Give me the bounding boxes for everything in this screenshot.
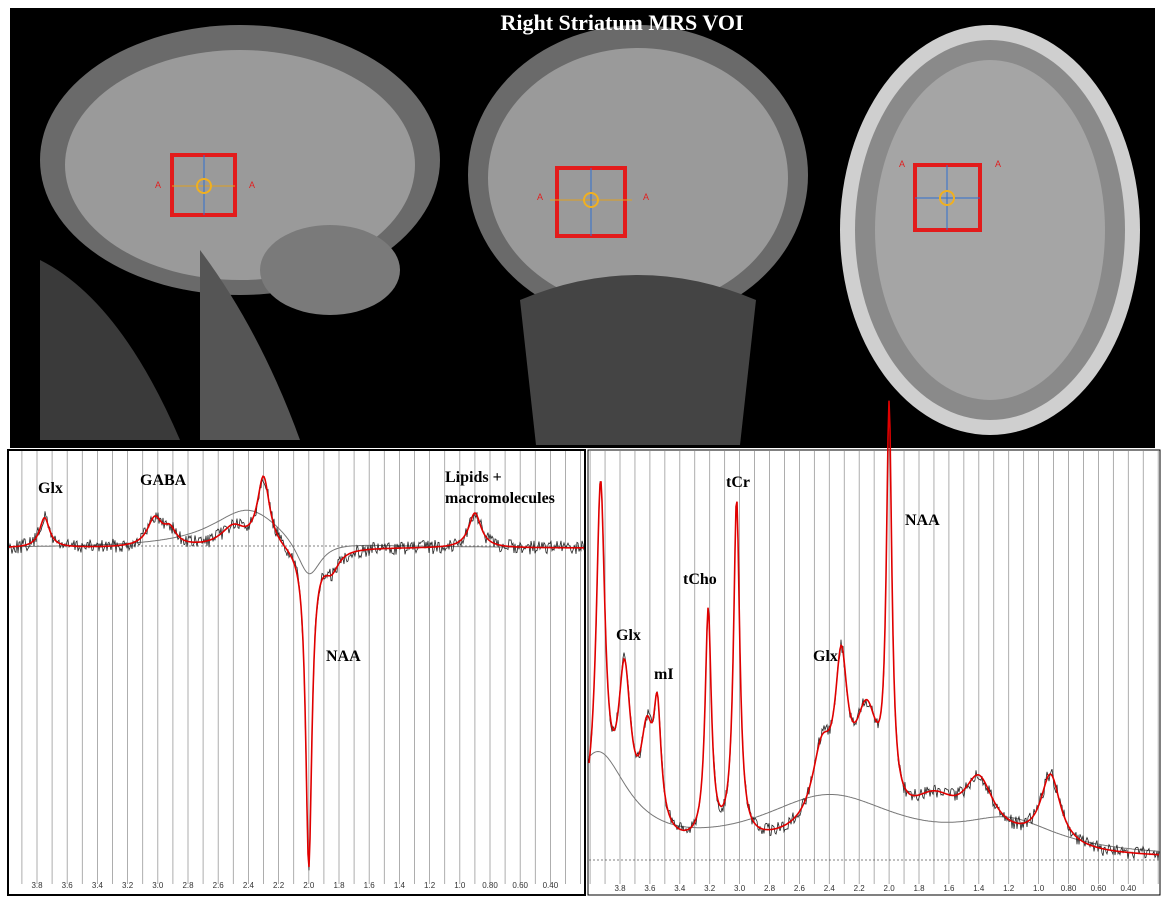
voi-marker: A	[643, 192, 649, 202]
axial-image	[840, 25, 1140, 435]
x-tick-label: 1.2	[424, 881, 436, 890]
x-tick-label: 3.8	[31, 881, 43, 890]
peak-label: NAA	[326, 648, 361, 665]
x-tick-label: 3.2	[704, 884, 716, 893]
x-tick-label: 3.6	[62, 881, 74, 890]
x-tick-label: 2.2	[854, 884, 866, 893]
x-tick-label: 1.4	[394, 881, 406, 890]
x-tick-label: 1.6	[943, 884, 955, 893]
x-tick-label: 3.0	[152, 881, 164, 890]
x-tick-label: 2.6	[213, 881, 225, 890]
x-tick-label: 1.6	[364, 881, 376, 890]
x-tick-label: 2.8	[182, 881, 194, 890]
peak-label: NAA	[905, 512, 940, 529]
peak-label: tCr	[726, 474, 750, 491]
x-tick-label: 0.40	[543, 881, 559, 890]
x-tick-label: 0.60	[1091, 884, 1107, 893]
peak-label: Lipids +	[445, 469, 502, 486]
x-tick-label: 1.8	[333, 881, 345, 890]
x-tick-label: 0.60	[512, 881, 528, 890]
x-tick-label: 2.4	[824, 884, 836, 893]
x-tick-label: 2.0	[884, 884, 896, 893]
x-tick-label: 2.8	[764, 884, 776, 893]
x-tick-label: 2.6	[794, 884, 806, 893]
x-tick-label: 1.0	[1033, 884, 1045, 893]
voi-marker: A	[249, 180, 255, 190]
x-tick-label: 1.4	[973, 884, 985, 893]
x-tick-label: 2.2	[273, 881, 285, 890]
voi-marker: A	[995, 159, 1001, 169]
peak-label: GABA	[140, 472, 187, 489]
x-tick-label: 3.4	[674, 884, 686, 893]
x-tick-label: 0.80	[482, 881, 498, 890]
x-tick-label: 2.0	[303, 881, 315, 890]
voi-marker: A	[537, 192, 543, 202]
peak-label: tCho	[683, 571, 717, 588]
x-tick-label: 0.80	[1061, 884, 1077, 893]
peak-label: Glx	[813, 648, 838, 665]
peak-label: macromolecules	[445, 490, 555, 507]
peak-label: Glx	[616, 627, 641, 644]
x-tick-label: 0.40	[1121, 884, 1137, 893]
x-tick-label: 1.2	[1003, 884, 1015, 893]
peak-label: Glx	[38, 480, 63, 497]
x-tick-label: 3.4	[92, 881, 104, 890]
x-tick-label: 2.4	[243, 881, 255, 890]
x-tick-label: 3.8	[614, 884, 626, 893]
voi-marker: A	[155, 180, 161, 190]
x-tick-label: 3.6	[644, 884, 656, 893]
peak-label: mI	[654, 666, 674, 683]
x-tick-label: 3.0	[734, 884, 746, 893]
figure-title: Right Striatum MRS VOI	[501, 10, 744, 35]
x-tick-label: 1.0	[454, 881, 466, 890]
figure: Right Striatum MRS VOI A A A A A A 3.8 3.6 3.4 3.…	[0, 0, 1163, 899]
voi-marker: A	[899, 159, 905, 169]
x-tick-label: 1.8	[913, 884, 925, 893]
x-tick-label: 3.2	[122, 881, 134, 890]
spectrum-panel	[8, 450, 585, 895]
